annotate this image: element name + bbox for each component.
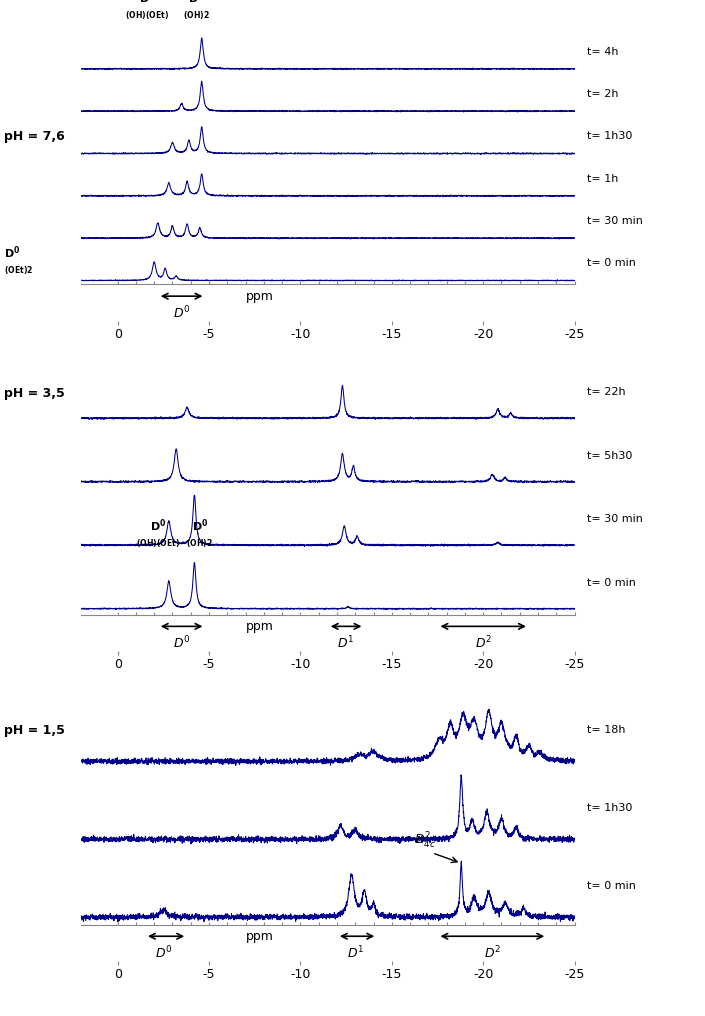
Text: t= 0 min: t= 0 min	[587, 881, 636, 891]
Text: $D^1$: $D^1$	[347, 945, 364, 961]
Text: t= 22h: t= 22h	[587, 387, 625, 397]
Text: t= 1h30: t= 1h30	[587, 803, 632, 813]
Text: ppm: ppm	[246, 290, 274, 303]
Text: $\mathbf{D}^{\mathbf{0}}$
$_{\mathbf{(OEt)2}}$: $\mathbf{D}^{\mathbf{0}}$ $_{\mathbf{(OE…	[4, 245, 33, 277]
Text: $\mathbf{D}^{\mathbf{0}}$
$_{\mathbf{(OH)(OEt)}}$: $\mathbf{D}^{\mathbf{0}}$ $_{\mathbf{(OH…	[125, 0, 169, 22]
Text: $\mathbf{D}^{\mathbf{0}}$
$_{\mathbf{(OH)2}}$: $\mathbf{D}^{\mathbf{0}}$ $_{\mathbf{(OH…	[186, 517, 214, 550]
Text: t= 1h: t= 1h	[587, 174, 618, 184]
Text: t= 30 min: t= 30 min	[587, 216, 643, 226]
Text: ppm: ppm	[246, 620, 274, 633]
Text: pH = 7,6: pH = 7,6	[4, 130, 64, 143]
Text: pH = 3,5: pH = 3,5	[4, 387, 64, 399]
Text: $\mathbf{D}^{\mathbf{0}}$
$_{\mathbf{(OH)(OEt)}}$: $\mathbf{D}^{\mathbf{0}}$ $_{\mathbf{(OH…	[135, 517, 180, 550]
Text: t= 30 min: t= 30 min	[587, 514, 643, 524]
Text: t= 4h: t= 4h	[587, 47, 618, 57]
Text: t= 18h: t= 18h	[587, 724, 625, 735]
Text: $D^0$: $D^0$	[173, 635, 190, 651]
Text: ppm: ppm	[246, 930, 274, 943]
Text: t= 0 min: t= 0 min	[587, 258, 636, 268]
Text: $D^2_{4c}$: $D^2_{4c}$	[414, 831, 436, 851]
Text: t= 2h: t= 2h	[587, 89, 618, 99]
Text: pH = 1,5: pH = 1,5	[4, 724, 64, 738]
Text: $D^2$: $D^2$	[474, 635, 491, 651]
Text: $D^0$: $D^0$	[173, 305, 190, 321]
Text: $D^2$: $D^2$	[484, 945, 501, 961]
Text: t= 1h30: t= 1h30	[587, 131, 632, 141]
Text: $D^0$: $D^0$	[154, 945, 172, 961]
Text: $D^1$: $D^1$	[338, 635, 355, 651]
Text: t= 5h30: t= 5h30	[587, 451, 632, 461]
Text: t= 0 min: t= 0 min	[587, 578, 636, 588]
Text: $\mathbf{D}^{\mathbf{0}}$
$_{\mathbf{(OH)2}}$: $\mathbf{D}^{\mathbf{0}}$ $_{\mathbf{(OH…	[183, 0, 210, 22]
